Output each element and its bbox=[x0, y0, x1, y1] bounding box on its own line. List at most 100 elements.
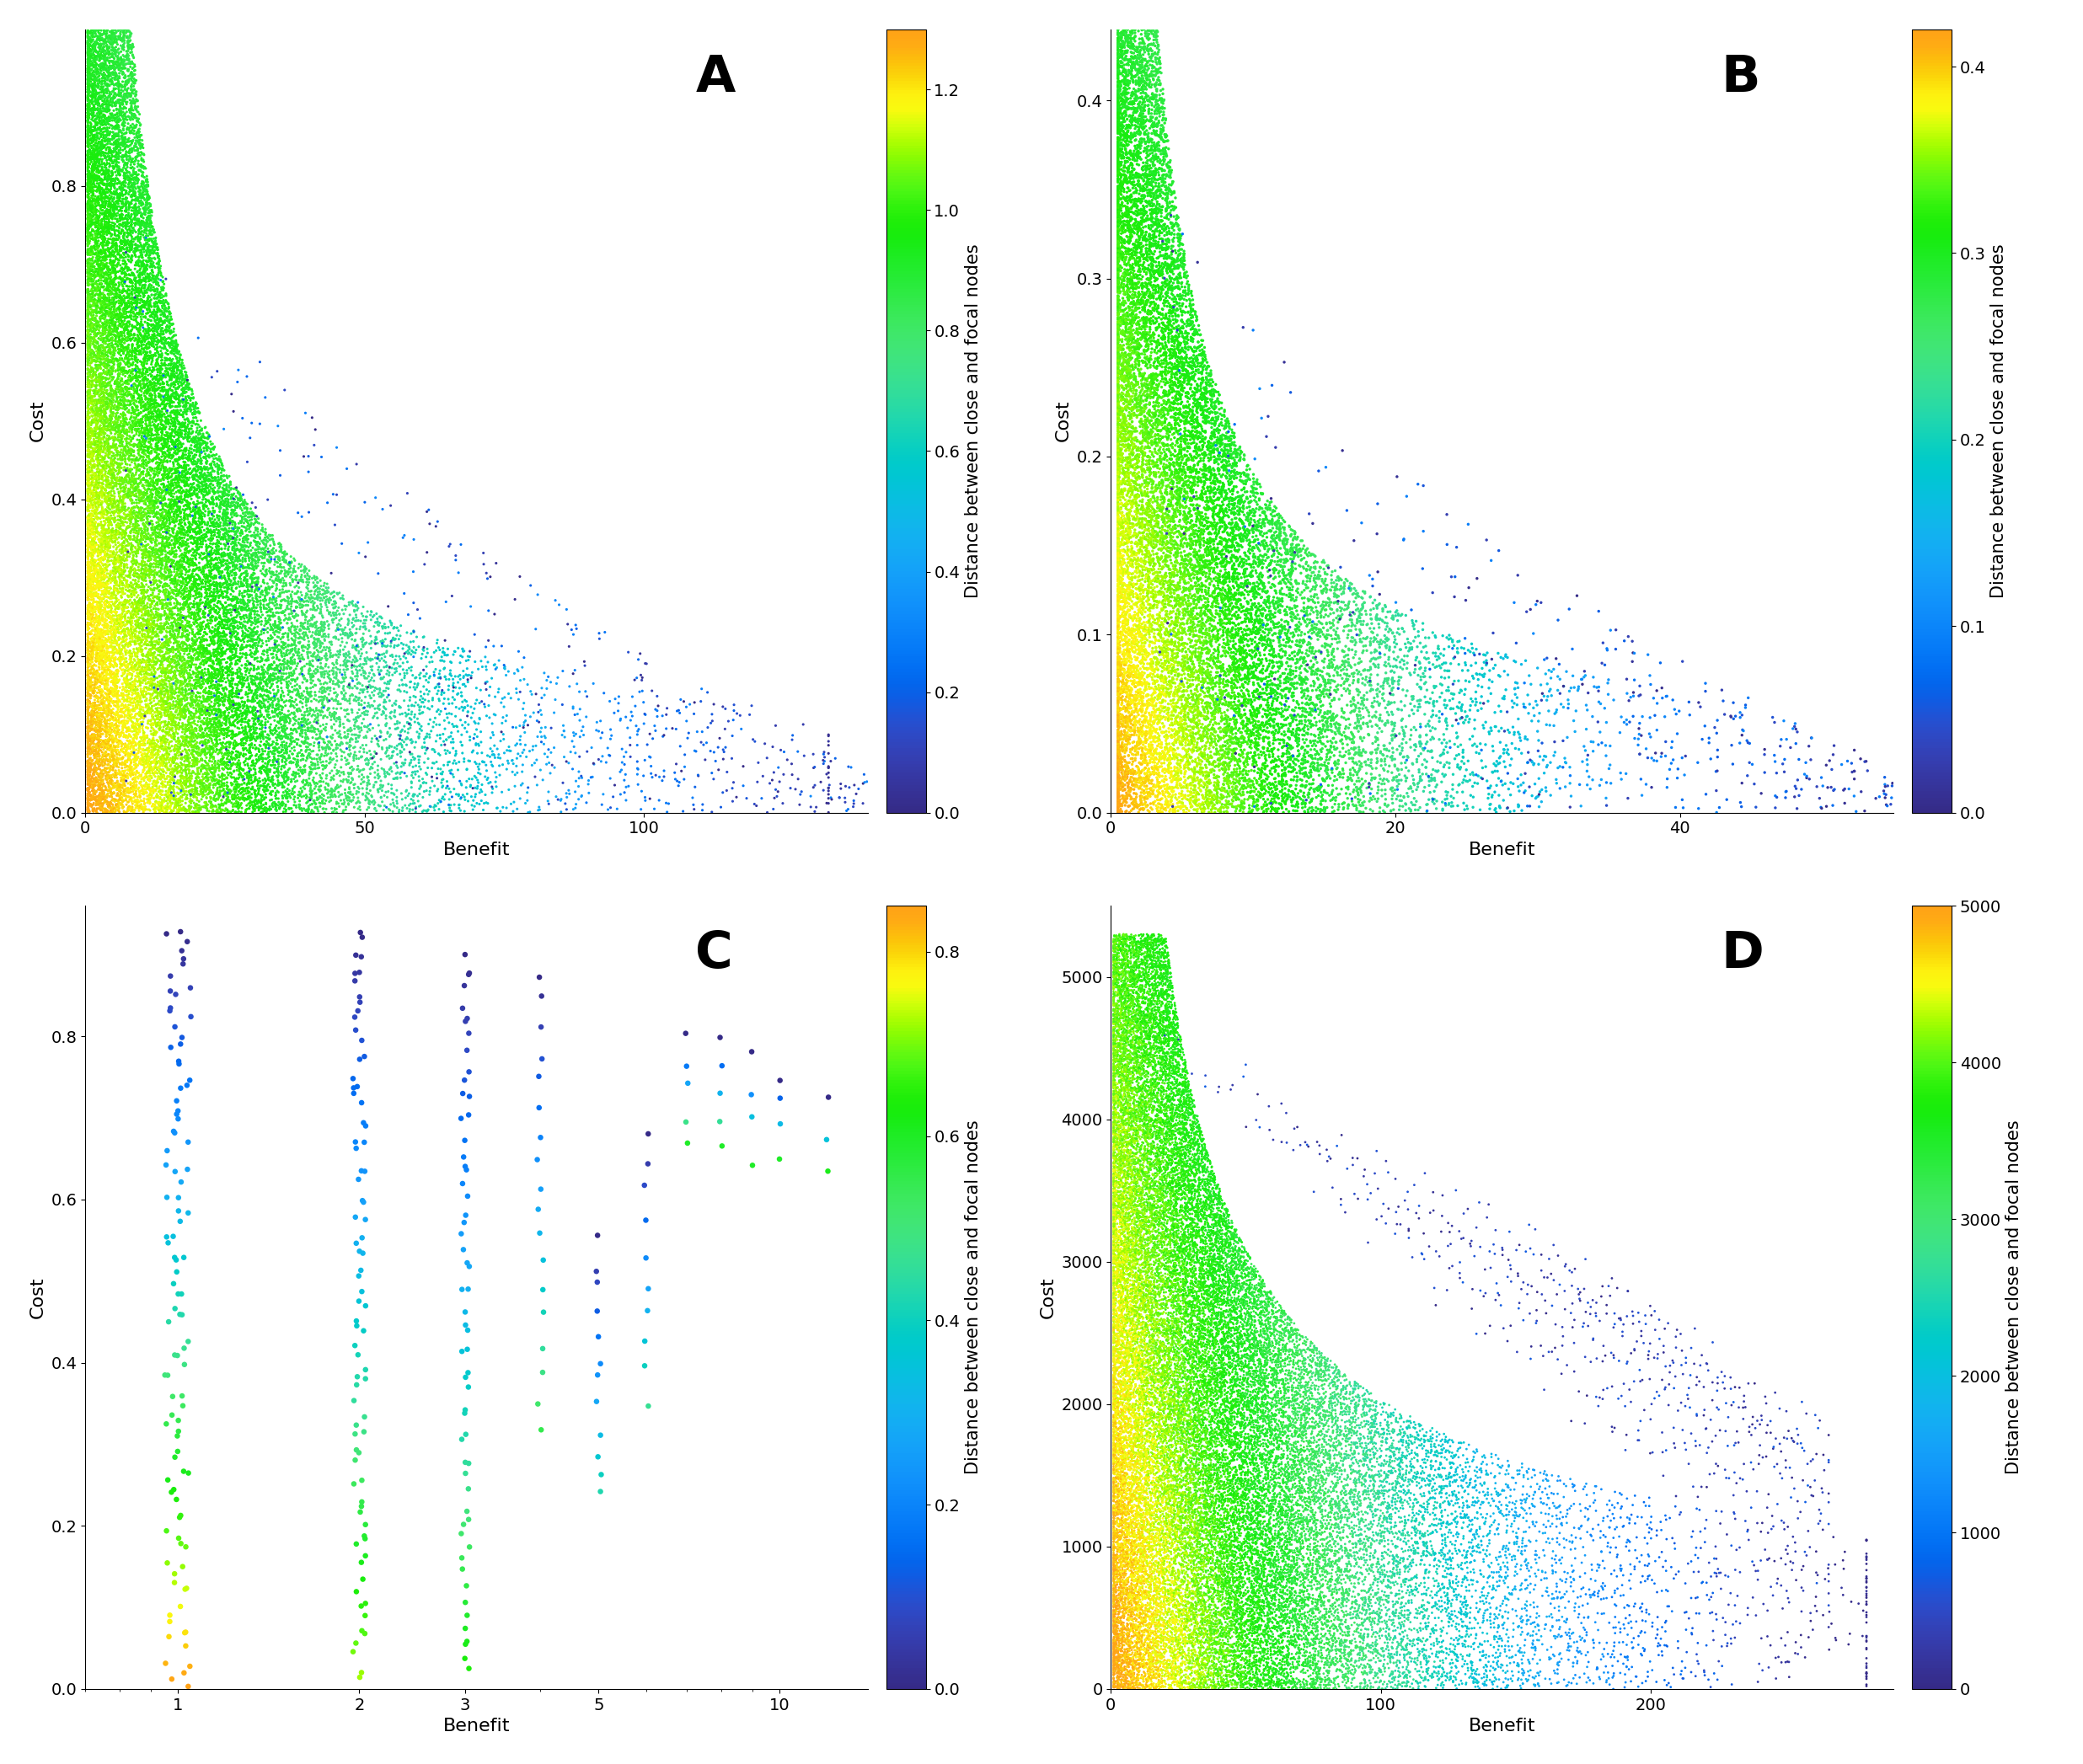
Point bbox=[1112, 1194, 1146, 1222]
Point bbox=[1248, 1526, 1281, 1554]
Point bbox=[100, 164, 133, 192]
Point bbox=[162, 529, 196, 557]
Point bbox=[110, 482, 144, 510]
Point bbox=[1102, 651, 1135, 679]
Point bbox=[279, 563, 312, 591]
Point bbox=[1198, 1591, 1231, 1619]
Point bbox=[1173, 1478, 1206, 1506]
Point bbox=[1450, 1621, 1483, 1649]
Point bbox=[127, 610, 160, 639]
Point bbox=[1129, 1102, 1162, 1131]
Point bbox=[315, 781, 348, 810]
Point bbox=[194, 547, 227, 575]
Point bbox=[1158, 1117, 1191, 1145]
Point bbox=[1154, 1279, 1187, 1307]
Point bbox=[1229, 1353, 1262, 1381]
Point bbox=[1129, 1323, 1162, 1351]
Point bbox=[73, 561, 106, 589]
Point bbox=[1102, 203, 1135, 231]
Point bbox=[1119, 792, 1152, 820]
Point bbox=[98, 619, 131, 647]
Point bbox=[1221, 1397, 1254, 1425]
Point bbox=[1354, 1462, 1387, 1491]
Point bbox=[71, 191, 104, 219]
Point bbox=[196, 759, 229, 787]
Point bbox=[1173, 1076, 1206, 1104]
Point bbox=[183, 589, 217, 617]
Point bbox=[1158, 1252, 1191, 1281]
Point bbox=[112, 208, 146, 236]
Point bbox=[1177, 328, 1210, 356]
Point bbox=[1133, 594, 1166, 623]
Point bbox=[1196, 1505, 1229, 1533]
Point bbox=[106, 235, 140, 263]
Point bbox=[1112, 245, 1146, 273]
Point bbox=[1337, 1457, 1371, 1485]
Point bbox=[129, 769, 162, 797]
Point bbox=[1119, 1316, 1152, 1344]
Point bbox=[1246, 1309, 1279, 1337]
Point bbox=[229, 517, 262, 545]
Point bbox=[125, 579, 158, 607]
Point bbox=[202, 556, 235, 584]
Point bbox=[1100, 1201, 1133, 1230]
Point bbox=[1348, 1667, 1381, 1695]
Point bbox=[1148, 1619, 1181, 1648]
Point bbox=[100, 194, 133, 222]
Point bbox=[79, 295, 112, 323]
Point bbox=[1171, 737, 1204, 766]
Point bbox=[1189, 1540, 1223, 1568]
Point bbox=[1137, 363, 1171, 392]
Point bbox=[1125, 1524, 1158, 1552]
Point bbox=[1146, 1653, 1179, 1681]
Point bbox=[1102, 679, 1135, 707]
Point bbox=[256, 748, 290, 776]
Point bbox=[1119, 1371, 1152, 1399]
Point bbox=[1131, 1397, 1164, 1425]
Point bbox=[81, 229, 115, 258]
Point bbox=[77, 582, 110, 610]
Point bbox=[1146, 543, 1179, 572]
Point bbox=[1254, 635, 1287, 663]
Point bbox=[71, 639, 104, 667]
Point bbox=[1098, 1524, 1131, 1552]
Point bbox=[1198, 727, 1231, 755]
Point bbox=[1100, 1360, 1133, 1388]
Point bbox=[181, 591, 215, 619]
Point bbox=[1162, 1416, 1196, 1445]
Point bbox=[1158, 991, 1191, 1020]
Point bbox=[1158, 273, 1191, 302]
Point bbox=[1271, 1445, 1304, 1473]
Point bbox=[119, 346, 152, 374]
Point bbox=[448, 1395, 481, 1424]
Point bbox=[1125, 496, 1158, 524]
Point bbox=[137, 224, 171, 252]
Point bbox=[1219, 759, 1252, 787]
Point bbox=[73, 714, 106, 743]
Point bbox=[133, 321, 167, 349]
Point bbox=[252, 700, 285, 729]
Point bbox=[1300, 598, 1333, 626]
Point bbox=[1108, 1549, 1141, 1577]
Point bbox=[160, 333, 194, 362]
Point bbox=[1148, 325, 1181, 353]
Point bbox=[71, 194, 104, 222]
Point bbox=[1229, 1630, 1262, 1658]
Point bbox=[1177, 348, 1210, 376]
Point bbox=[1125, 1455, 1158, 1484]
Point bbox=[1116, 1438, 1150, 1466]
Point bbox=[140, 240, 173, 268]
Point bbox=[158, 679, 192, 707]
Point bbox=[1198, 1254, 1231, 1282]
Point bbox=[1164, 1159, 1198, 1187]
Point bbox=[1141, 639, 1175, 667]
Point bbox=[1131, 1101, 1164, 1129]
Point bbox=[1129, 102, 1162, 131]
Point bbox=[194, 452, 227, 480]
Point bbox=[1171, 1653, 1204, 1681]
Point bbox=[1306, 1503, 1339, 1531]
Point bbox=[1112, 1581, 1146, 1609]
Point bbox=[179, 663, 212, 691]
Point bbox=[1435, 1464, 1469, 1492]
Point bbox=[1373, 665, 1406, 693]
